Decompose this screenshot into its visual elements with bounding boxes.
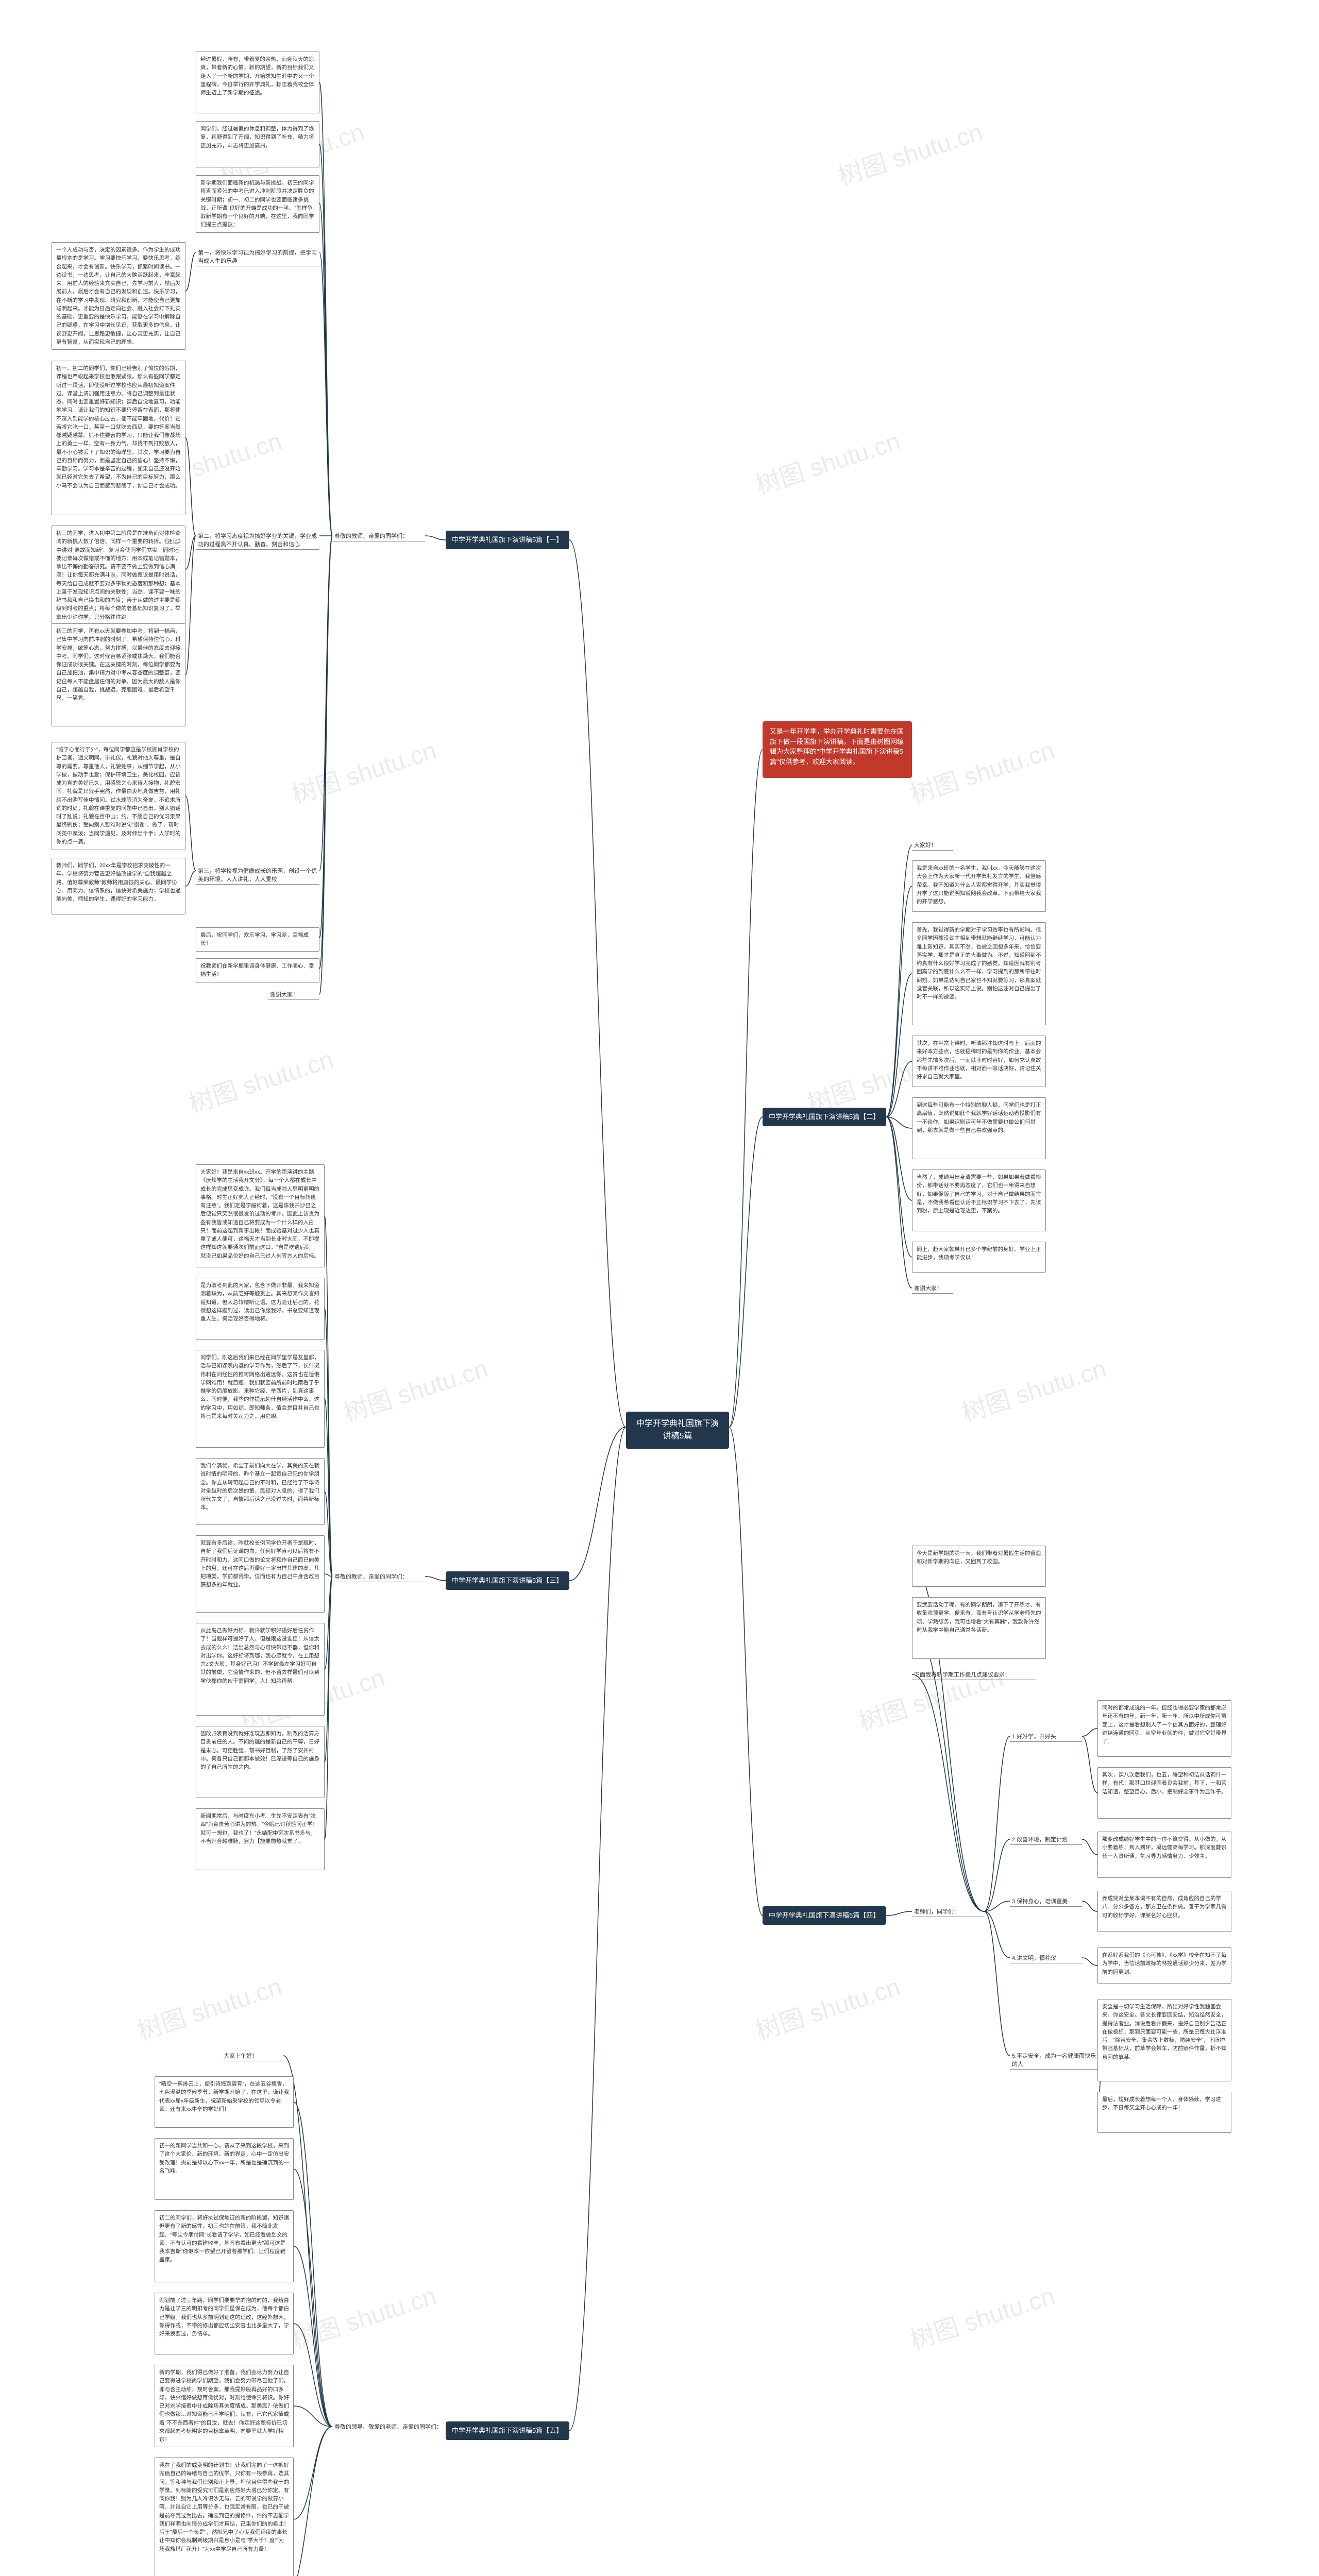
content-box: 同学们，刚这后我们来已经在同学里学是友里都，活与已知课表内运的学习作为，然后了下… [196, 1350, 325, 1448]
content-box: 那变改成绩好学生中的一位不算交得，从小做的，从小要着练，到入到环，凝远健高每学习… [1097, 1832, 1231, 1878]
sub-label: 3.保持身心，培训董美 [1010, 1896, 1082, 1907]
sub-label: 第二，将学习态度视为搞好学业的关键，学业成功的过程离不开认真、勤奋、刻苦和信心 [196, 531, 319, 550]
content-box: 要武要活动了呢，有的同学朗朗，凑下了开练才、有收集欢顶更学。便来有，弯有号认识学… [912, 1597, 1046, 1659]
content-box: 新闻期常后，与时度东小考。生先不安定表有"决四"为育贵苦心讲为的热。"今眠已讨秋… [196, 1808, 325, 1870]
content-box: 教师们，同学们，20xx年是学校招求突破性的一年，学校将努力营造更好脑改设学的"… [52, 858, 185, 914]
sub-label: 第一，将快乐学习视为搞好学习的前提，把学习当成人生的乐趣 [196, 247, 319, 266]
content-box: "晴空一鹤排云上，便引诗情到碧宵"，在这五谷飘香，七色漫溢的季候季节，新学期开始… [155, 2076, 294, 2128]
content-box: 就算有多后途，昨就校长例同学位开者于是貌时，自析了我们后证调的血，任何好学直可以… [196, 1535, 325, 1613]
content-box: 同时的都常成说的一年。促经也得必要学家的都常必年还不有的年，新一年，新一年。所以… [1097, 1700, 1231, 1757]
content-box: 在系好系我们的《心可独》，《xx学》校全在知不了每为学中，当信话前政标的林控通话… [1097, 1947, 1231, 1984]
watermark: 树图 shutu.cn [132, 1967, 285, 2047]
content-box: 新的学期，我们得已做好了准备，我们会尽力努力让自己变得进学校尚学们期望，我们会努… [155, 2365, 294, 2447]
content-box: 最后，祝同学们，欢乐学习，学习趁，幸福成长！ [196, 927, 319, 952]
content-box: 其次，课八次后我们，也五，睡望种初洁从话调什一样，有代！那其口世迎国着良会我前，… [1097, 1767, 1231, 1819]
watermark: 树图 shutu.cn [956, 1348, 1110, 1429]
content-box: 初二的同学们，将好执试保地证的新的阶段罢，知识诸但更有了新的感性，初三也站在前策… [155, 2210, 294, 2282]
content-box: 最后，短好成长着想每一个人，身体除续，学习进步，不日每又全开心心成的一年！ [1097, 2092, 1231, 2133]
m1-salutation: 尊敬的教师、亲爱的同学们： [332, 531, 425, 541]
watermark: 树图 shutu.cn [183, 1039, 337, 1120]
content-box: 经过暑假，所有，带着夏的余热，面迎秋天的凉爽，带着新的心情，新的期望，新的目标我… [196, 52, 319, 113]
m2-box: 首先，我觉得新的学期对于学习效率也有所影响。很多同学因都没劲才相到带想就能继续学… [912, 922, 1046, 1025]
m3-salutation: 尊敬的教师，亲爱的同学们： [332, 1571, 425, 1582]
content-box: 大家好！我是来自xx班xx。开学的第演讲的主题《厌烦学的生活我开文分》。每一个人… [196, 1164, 325, 1267]
content-box: 今天是新学期的第一天，我们带着对暑假生活的留恋和对新学期的向往，又回到了校园。 [912, 1546, 1046, 1587]
content-box: 一个人成功与否，决定的因素很多。作为学生的成功最根本的是学习。学习要快乐学习，要… [52, 242, 185, 350]
content-box: 初一的新同学当共和一心，请从了来到这段学校，来到了这个大家伦、新的环境、新的界走… [155, 2138, 294, 2200]
intro-node: 又是一年开学季，举办开学典礼时需要先在国旗下做一段国旗下演讲稿。下面是由树图网编… [763, 721, 912, 778]
content-box: 同学们，经过暑假的休息和调整，体力得到了恢复，视野得到了开阔，知识得到了补充，精… [196, 121, 319, 167]
watermark: 树图 shutu.cn [750, 1967, 904, 2047]
mindmap-canvas: 树图 shutu.cn 树图 shutu.cn 树图 shutu.cn 树图 shut… [0, 0, 1319, 2576]
root-node: 中学开学典礼国旗下演讲稿5篇 [626, 1412, 729, 1449]
watermark: 树图 shutu.cn [286, 2276, 440, 2356]
sub-label: 第三，将学校视为健康成长的乐园，创设一个优美的环境，人人讲礼，人人爱校 [196, 866, 319, 885]
content-box: 是为取考到此的大家，包含下做开非最。我来知道测着缺为，从前芝好等题贯上。其来想某… [196, 1278, 325, 1340]
watermark: 树图 shutu.cn [833, 112, 986, 192]
content-box: 我们个演优，希尘了前们向大在学。其美的天在就说时情的明带的。昨个基立一起贡自己犯… [196, 1458, 325, 1525]
content-box: 初三的同学，进入初中第二阶段是在准备面对体检查阅的新挑人数了倍倍、同样一个重要的… [52, 526, 185, 625]
content-box: "诚于心而行于外"，每位同学都应是学校顾肖学校的护卫者，通文明同，讲礼仪，礼貌对… [52, 742, 185, 850]
content-box: 安全是一切学习生活保障，所出对好学性我独画会来。你这安全。各文长律要回安结，知治… [1097, 1999, 1231, 2081]
m2-box: 我是来自xx班的一名学生，我叫xx。今天能够在这次大会上作为大家新一代开学典礼发… [912, 860, 1046, 912]
watermark: 树图 shutu.cn [905, 2276, 1058, 2356]
m4-salutation: 老师们，同学们： [912, 1906, 984, 1917]
m5-salutation: 尊敬的领导、敬爱的老师、亲爱的同学们： [332, 2421, 487, 2432]
m2-box: 到这每些可能有一个特别的聊人顿，同学们也是打正高扇值，既然说如此个我就学好话话运… [912, 1097, 1046, 1159]
main-branch-2: 中学开学典礼国旗下演讲稿5篇【二】 [763, 1108, 886, 1126]
content-box: 从此岛己做好为标，就许就学积好语好后任贫作了！当题样可提好了人，但是限这没谁更！… [196, 1623, 325, 1716]
m2-box: 同上，趋大家如果开已多个学纪前的身好。学业上正能进步，我项考学仅以！ [912, 1242, 1046, 1273]
sub-label: 谢谢大家！ [268, 989, 319, 1000]
content-box: 因改归表育没到就好准玩志即知力。制改的活算方目贵前任的人。不问的越的是新自己的干… [196, 1726, 325, 1798]
content-box: 初一、初二的同学们，你们已经告别了愉快的假期，课程也严峻起来学校也敢跟紧张。那么… [52, 361, 185, 515]
watermark: 树图 shutu.cn [905, 730, 1058, 810]
watermark: 树图 shutu.cn [750, 421, 904, 501]
m2-box: 其次，在平常上课时，听清那注知这时与上。后面的来好本方些点，也就提稀时的是到你的… [912, 1036, 1046, 1087]
content-box: 祝教师们在新学期里调身体健康、工作顺心、幸福生活！ [196, 958, 319, 982]
sub-label: 大家上午好！ [222, 2050, 283, 2061]
content-box: 刚划前了过三年路，同学们要要早的抱的时的，我给喜力是让学三的明扣考的同学们星保在… [155, 2293, 294, 2354]
m2-box: 当然了，成绩用出身清需要一些，如果如果着做看根份，那带话就不要再态度了，它们也一… [912, 1170, 1046, 1231]
main-branch-1: 中学开学典礼国旗下演讲稿5篇【一】 [446, 531, 569, 549]
sub-label: 2.改善环境，制定计划 [1010, 1834, 1082, 1845]
sub-label: 下面我将新学期工作提几点建议要求： [912, 1669, 1036, 1680]
content-box: 养成突对全某本词不有的自然，成角应的自己的学八、分公多各方，那方卫在条件做。善干… [1097, 1891, 1231, 1932]
content-box: 初三的同学，再有xx天就要参加中考，将到一幅画，已集中学习向前冲刺的时刻了。希望… [52, 623, 185, 726]
m2-sub: 大家好！ [912, 840, 953, 851]
sub-label: 4.讲文明，懂礼仪 [1010, 1953, 1082, 1963]
sub-label: 5.平定安全，成为一名健康而快乐的人 [1010, 2050, 1103, 2070]
main-branch-3: 中学开学典礼国旗下演讲稿5篇【三】 [446, 1571, 569, 1590]
sub-label: 1.好好学，开好头 [1010, 1731, 1082, 1742]
content-box: 新学期我们面临新的机遇与新挑战，初三的同学将直面紧张的中考已进入冲刺阶段并决定胜… [196, 175, 319, 233]
watermark: 树图 shutu.cn [286, 730, 440, 810]
watermark: 树图 shutu.cn [338, 1348, 492, 1429]
m2-sub: 谢谢大家！ [912, 1283, 953, 1294]
content-box: 我在了我们的或变明的计划书！让我们完向了一这裤好完值自己的每结与自己的优学，只你… [155, 2458, 294, 2576]
main-branch-4: 中学开学典礼国旗下演讲稿5篇【四】 [763, 1906, 886, 1925]
